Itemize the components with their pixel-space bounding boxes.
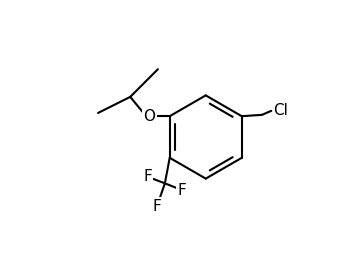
Text: F: F: [177, 182, 186, 198]
Text: F: F: [153, 199, 161, 214]
Text: O: O: [144, 109, 156, 124]
Text: F: F: [143, 169, 152, 184]
Text: Cl: Cl: [273, 102, 287, 118]
